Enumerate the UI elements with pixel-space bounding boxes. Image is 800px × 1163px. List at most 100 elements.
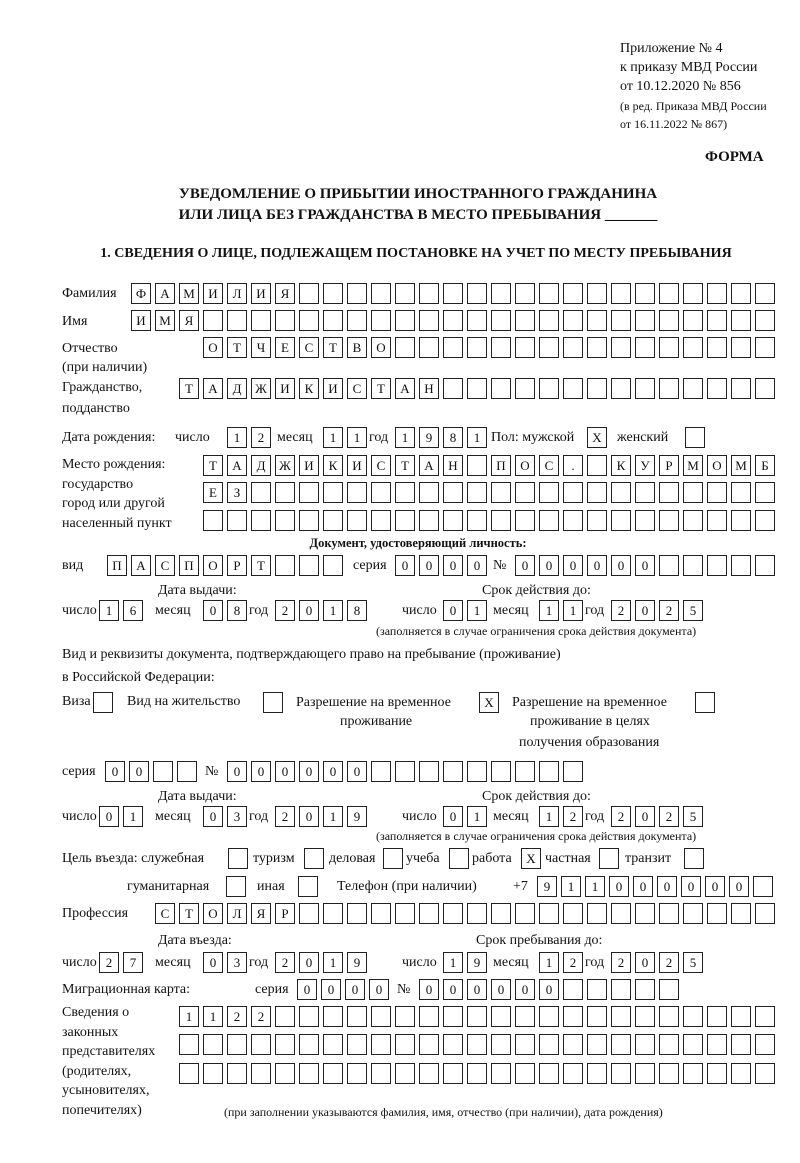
char-box[interactable]	[587, 510, 607, 531]
char-box[interactable]	[419, 761, 439, 782]
char-box[interactable]	[539, 337, 559, 358]
char-box[interactable]	[179, 1034, 199, 1055]
char-box[interactable]	[419, 903, 439, 924]
char-box[interactable]	[275, 1034, 295, 1055]
char-box[interactable]	[226, 876, 246, 897]
char-box[interactable]	[443, 761, 463, 782]
char-box[interactable]	[707, 555, 727, 576]
char-box[interactable]	[515, 510, 535, 531]
char-box[interactable]	[275, 482, 295, 503]
char-box[interactable]	[203, 310, 223, 331]
char-box[interactable]	[443, 337, 463, 358]
char-box[interactable]	[587, 1034, 607, 1055]
char-box[interactable]: 3	[227, 952, 247, 973]
char-box[interactable]: 0	[657, 876, 677, 897]
char-box[interactable]: К	[323, 455, 343, 476]
char-box[interactable]: 0	[635, 806, 655, 827]
char-box[interactable]	[227, 510, 247, 531]
char-box[interactable]	[731, 903, 751, 924]
char-box[interactable]	[755, 337, 775, 358]
char-box[interactable]	[731, 283, 751, 304]
char-box[interactable]	[395, 510, 415, 531]
char-box[interactable]	[395, 1006, 415, 1027]
char-box[interactable]	[635, 482, 655, 503]
char-box[interactable]: Ж	[275, 455, 295, 476]
char-box[interactable]	[449, 848, 469, 869]
char-box[interactable]	[755, 510, 775, 531]
char-box[interactable]: С	[299, 337, 319, 358]
char-box[interactable]: В	[347, 337, 367, 358]
char-box[interactable]	[491, 510, 511, 531]
char-box[interactable]	[299, 510, 319, 531]
char-box[interactable]: Т	[227, 337, 247, 358]
trp-education-checkbox[interactable]	[695, 692, 719, 713]
char-box[interactable]	[707, 903, 727, 924]
char-box[interactable]	[707, 1034, 727, 1055]
char-box[interactable]: 0	[443, 806, 463, 827]
char-box[interactable]	[491, 310, 511, 331]
char-box[interactable]: И	[131, 310, 151, 331]
char-box[interactable]	[323, 1063, 343, 1084]
char-box[interactable]: 2	[275, 600, 295, 621]
char-box[interactable]	[563, 510, 583, 531]
char-box[interactable]	[491, 378, 511, 399]
char-box[interactable]	[731, 337, 751, 358]
char-box[interactable]	[659, 510, 679, 531]
char-box[interactable]	[227, 310, 247, 331]
purpose-work-checkbox[interactable]: X	[521, 848, 545, 869]
char-box[interactable]	[515, 283, 535, 304]
char-box[interactable]	[419, 482, 439, 503]
char-box[interactable]	[443, 1006, 463, 1027]
char-box[interactable]	[563, 903, 583, 924]
char-box[interactable]	[755, 1006, 775, 1027]
char-box[interactable]: 1	[395, 427, 415, 448]
char-box[interactable]	[299, 482, 319, 503]
char-box[interactable]	[371, 510, 391, 531]
char-box[interactable]	[383, 848, 403, 869]
char-box[interactable]: А	[131, 555, 151, 576]
char-box[interactable]	[251, 510, 271, 531]
char-box[interactable]	[611, 283, 631, 304]
char-box[interactable]: С	[155, 903, 175, 924]
char-box[interactable]: 0	[419, 979, 439, 1000]
char-box[interactable]: Т	[203, 455, 223, 476]
char-box[interactable]	[467, 1063, 487, 1084]
char-box[interactable]: 3	[227, 806, 247, 827]
char-box[interactable]	[371, 482, 391, 503]
char-box[interactable]	[347, 1034, 367, 1055]
char-box[interactable]	[587, 337, 607, 358]
char-box[interactable]	[347, 482, 367, 503]
char-box[interactable]: Т	[395, 455, 415, 476]
char-box[interactable]: 0	[345, 979, 365, 1000]
char-box[interactable]	[443, 510, 463, 531]
char-box[interactable]: Т	[179, 378, 199, 399]
char-box[interactable]	[707, 337, 727, 358]
char-box[interactable]: 2	[611, 600, 631, 621]
char-box[interactable]	[299, 1034, 319, 1055]
char-box[interactable]	[323, 1034, 343, 1055]
char-box[interactable]	[395, 482, 415, 503]
char-box[interactable]	[707, 1006, 727, 1027]
char-box[interactable]: Т	[179, 903, 199, 924]
char-box[interactable]	[203, 1034, 223, 1055]
char-box[interactable]	[587, 283, 607, 304]
char-box[interactable]: 5	[683, 600, 703, 621]
char-box[interactable]: А	[203, 378, 223, 399]
char-box[interactable]: 1	[539, 600, 559, 621]
char-box[interactable]: Д	[227, 378, 247, 399]
char-box[interactable]	[275, 510, 295, 531]
char-box[interactable]	[563, 283, 583, 304]
char-box[interactable]	[299, 283, 319, 304]
char-box[interactable]: 1	[563, 600, 583, 621]
char-box[interactable]	[659, 337, 679, 358]
char-box[interactable]	[371, 310, 391, 331]
char-box[interactable]	[731, 378, 751, 399]
char-box[interactable]	[683, 1034, 703, 1055]
char-box[interactable]: С	[539, 455, 559, 476]
char-box[interactable]: 0	[323, 761, 343, 782]
char-box[interactable]	[467, 1034, 487, 1055]
char-box[interactable]	[515, 337, 535, 358]
